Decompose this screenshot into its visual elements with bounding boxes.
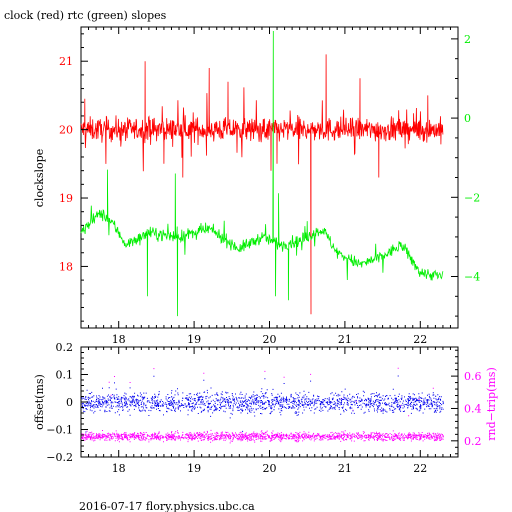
offset-series bbox=[81, 375, 444, 433]
clock-line bbox=[80, 54, 444, 315]
top-left-tick-label: 21 bbox=[59, 55, 73, 68]
top-left-tick-label: 18 bbox=[59, 260, 73, 273]
top-x-tick-label: 18 bbox=[112, 333, 126, 346]
bottom-panel: 18 19 20 21 22 −0.2 −0.1 0 0.1 0.2 0.2 0.4 0.6 offse… bbox=[33, 341, 498, 475]
top-plot-frame bbox=[80, 26, 459, 329]
bottom-left-tick-label: −0.1 bbox=[46, 424, 73, 437]
bottom-left-tick-label: −0.2 bbox=[46, 451, 73, 464]
chart-title: clock (red) rtc (green) slopes bbox=[4, 9, 167, 22]
bottom-x-tick-label: 19 bbox=[187, 462, 201, 475]
bottom-x-tick-label: 21 bbox=[338, 462, 352, 475]
clock-series bbox=[80, 54, 444, 315]
top-right-tick-label: 2 bbox=[464, 33, 471, 46]
top-x-tick-label: 20 bbox=[263, 333, 277, 346]
top-panel: 18 19 20 21 22 18 19 20 21 −4 −2 0 2 clockslope bbox=[33, 26, 480, 346]
top-x-tick-label: 21 bbox=[338, 333, 352, 346]
rtc-line bbox=[80, 30, 444, 317]
bottom-x-tick-label: 18 bbox=[112, 462, 126, 475]
bottom-right-axis-label: rnd−trip(ms) bbox=[485, 367, 498, 441]
offset-points bbox=[81, 375, 444, 433]
top-left-tick-label: 19 bbox=[59, 192, 73, 205]
top-left-tick-label: 20 bbox=[59, 124, 73, 137]
bottom-left-tick-label: 0.1 bbox=[56, 369, 74, 382]
top-x-tick-label: 22 bbox=[413, 333, 427, 346]
bottom-right-tick-label: 0.6 bbox=[464, 370, 482, 383]
bottom-left-tick-label: 0 bbox=[66, 396, 73, 409]
top-right-tick-label: 0 bbox=[464, 112, 471, 125]
bottom-right-tick-label: 0.4 bbox=[464, 402, 482, 415]
top-axes: 18 19 20 21 22 18 19 20 21 −4 −2 0 2 bbox=[59, 27, 480, 346]
bottom-left-tick-label: 0.2 bbox=[56, 341, 74, 354]
bottom-x-tick-label: 20 bbox=[263, 462, 277, 475]
footer-text: 2016-07-17 flory.physics.ubc.ca bbox=[79, 500, 255, 512]
top-right-tick-label: −2 bbox=[464, 191, 480, 204]
top-left-axis-label: clockslope bbox=[33, 149, 46, 207]
bottom-left-axis-label: offset(ms) bbox=[33, 374, 46, 430]
top-right-tick-label: −4 bbox=[464, 271, 480, 284]
bottom-axes: 18 19 20 21 22 −0.2 −0.1 0 0.1 0.2 0.2 0.4 0.6 bbox=[46, 341, 481, 475]
bottom-x-tick-label: 22 bbox=[413, 462, 427, 475]
bottom-right-tick-label: 0.2 bbox=[464, 435, 482, 448]
top-x-tick-label: 19 bbox=[187, 333, 201, 346]
rtc-series bbox=[80, 30, 444, 317]
